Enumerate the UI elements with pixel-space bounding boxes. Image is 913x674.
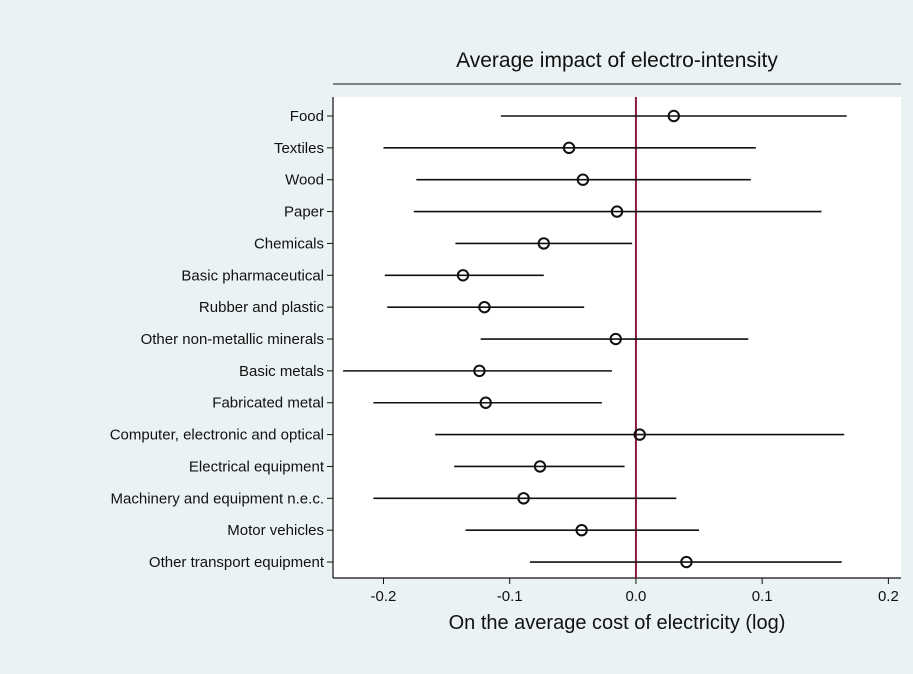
x-axis-label: On the average cost of electricity (log) <box>449 612 786 634</box>
point-estimate <box>575 523 588 537</box>
point-estimate <box>473 364 486 378</box>
point-estimate <box>562 141 576 155</box>
y-tick-label: Other non-metallic minerals <box>141 331 324 348</box>
y-tick-label: Electrical equipment <box>189 458 325 475</box>
y-tick-label: Textiles <box>274 140 324 157</box>
x-tick-label: 0.1 <box>752 588 773 605</box>
y-tick-label: Other transport equipment <box>149 554 325 571</box>
x-tick-label: -0.2 <box>371 588 397 605</box>
plot-area <box>333 97 901 578</box>
point-estimate <box>633 428 646 441</box>
y-tick-label: Machinery and equipment n.e.c. <box>111 490 324 507</box>
y-tick-label: Paper <box>284 204 324 221</box>
y-tick-label: Basic pharmaceutical <box>181 267 324 284</box>
x-tick-label: 0.2 <box>878 588 899 605</box>
chart-marks <box>343 109 847 569</box>
y-tick-label: Computer, electronic and optical <box>110 427 324 444</box>
point-estimate <box>533 460 547 473</box>
chart-title: Average impact of electro-intensity <box>456 49 778 72</box>
x-tick-label: 0.0 <box>626 588 647 605</box>
point-estimate <box>456 269 470 282</box>
point-estimate <box>667 109 680 123</box>
y-tick-label: Wood <box>285 172 324 189</box>
y-tick-label: Rubber and plastic <box>199 299 325 316</box>
point-estimate <box>609 332 622 346</box>
y-ticks: Food Textiles Wood Paper Chemicals Basic phar… <box>110 108 333 571</box>
point-estimate <box>478 300 491 314</box>
point-estimate <box>517 492 530 505</box>
x-ticks: -0.2 -0.1 0.0 0.1 0.2 <box>371 578 899 605</box>
point-estimate <box>610 205 624 218</box>
y-tick-label: Chemicals <box>254 235 324 252</box>
point-estimate <box>680 555 693 569</box>
y-tick-label: Basic metals <box>239 363 324 380</box>
point-estimate <box>537 237 550 250</box>
y-tick-label: Motor vehicles <box>227 522 324 539</box>
point-estimate <box>479 396 492 409</box>
y-tick-label: Food <box>290 108 324 125</box>
point-estimate <box>576 173 590 186</box>
x-tick-label: -0.1 <box>497 588 523 605</box>
y-tick-label: Fabricated metal <box>212 395 324 412</box>
